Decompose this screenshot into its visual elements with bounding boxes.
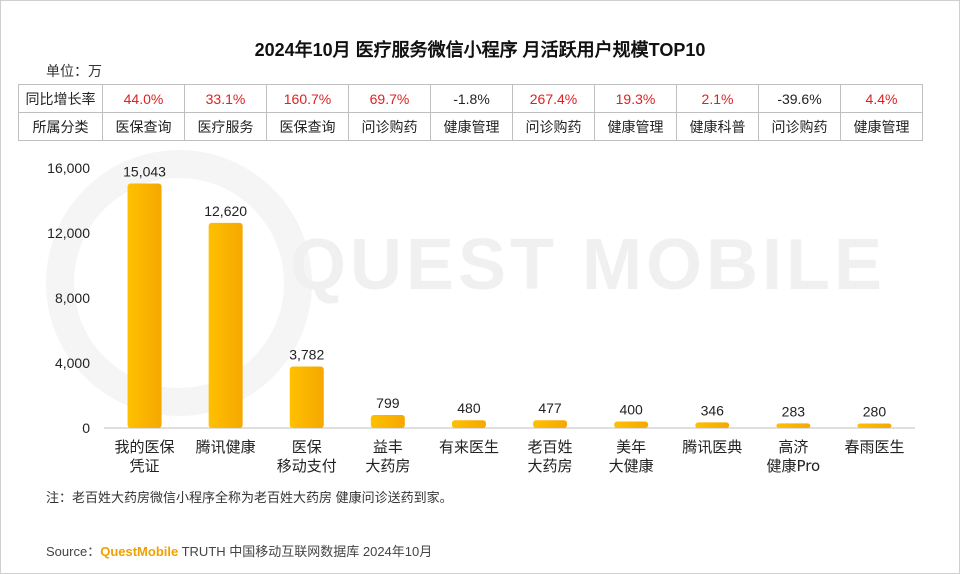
x-tick-label: 美年 [616,438,646,456]
x-tick-label: 益丰 [373,438,403,456]
growth-cell: 160.7% [266,84,349,113]
bar-value-label: 346 [701,402,725,418]
growth-cell: 2.1% [676,84,759,113]
source-brand: QuestMobile [100,544,179,559]
x-tick-label: 我的医保 [115,438,175,456]
y-tick-label: 0 [82,420,90,436]
x-tick-label: 大健康 [609,457,654,475]
bar-value-label: 12,620 [204,203,247,219]
bar-value-label: 15,043 [123,164,166,180]
y-tick-label: 4,000 [55,355,90,371]
growth-cell: 267.4% [512,84,595,113]
growth-cell: -39.6% [758,84,841,113]
watermark: QUEST MOBILE [290,225,887,305]
growth-cell: 44.0% [102,84,185,113]
y-tick-label: 8,000 [55,290,90,306]
unit-label: 单位：万 [46,63,102,79]
x-tick-label: 凭证 [130,457,160,475]
category-cell: 医疗服务 [184,112,267,141]
bar-value-label: 400 [619,402,643,418]
category-row-header: 所属分类 [18,112,103,141]
x-tick-label: 移动支付 [277,457,337,475]
growth-cell: 19.3% [594,84,677,113]
bar-value-label: 280 [863,403,887,419]
category-row: 所属分类 医保查询 医疗服务 医保查询 问诊购药 健康管理 问诊购药 健康管理 … [18,112,923,141]
source-text: TRUTH 中国移动互联网数据库 2024年10月 [178,544,433,559]
growth-cell: 4.4% [840,84,923,113]
source-label: Source： [46,544,101,559]
y-axis: 0 4,000 8,000 12,000 16,000 [47,160,90,436]
chart-title: 2024年10月 医疗服务微信小程序 月活跃用户规模TOP10 [254,40,706,60]
footnote: 注：老百姓大药房微信小程序全称为老百姓大药房 健康问诊送药到家。 [46,490,453,505]
bar-value-label: 283 [782,403,806,419]
y-tick-label: 12,000 [47,225,90,241]
growth-row: 同比增长率 44.0% 33.1% 160.7% 69.7% -1.8% 267… [18,84,923,113]
category-cell: 医保查询 [102,112,185,141]
category-cell: 医保查询 [266,112,349,141]
bar [533,420,568,428]
bar [614,421,649,428]
growth-cell: 69.7% [348,84,431,113]
bar [370,415,405,428]
x-tick-label: 大药房 [528,457,573,475]
x-tick-label: 高济 [778,438,808,456]
x-tick-label: 腾讯健康 [196,438,256,456]
y-tick-label: 16,000 [47,160,90,176]
growth-cell: 33.1% [184,84,267,113]
category-cell: 问诊购药 [348,112,431,141]
x-tick-label: 大药房 [365,457,410,475]
category-cell: 问诊购药 [758,112,841,141]
bar-value-label: 3,782 [289,347,324,363]
x-tick-label: 有来医生 [439,438,499,456]
bar-value-label: 477 [538,400,562,416]
bar [208,222,243,428]
bar [289,366,324,428]
x-tick-label: 腾讯医典 [682,438,742,456]
category-cell: 问诊购药 [512,112,595,141]
x-tick-label: 健康Pro [766,457,820,475]
growth-category-table: 同比增长率 44.0% 33.1% 160.7% 69.7% -1.8% 267… [18,84,923,141]
bar [695,422,730,428]
bar [127,183,162,428]
category-cell: 健康管理 [594,112,677,141]
category-cell: 健康科普 [676,112,759,141]
bar-value-label: 480 [457,400,481,416]
growth-cell: -1.8% [430,84,513,113]
category-cell: 健康管理 [430,112,513,141]
source-line: Source：QuestMobile TRUTH 中国移动互联网数据库 2024… [46,541,432,560]
bar [857,423,892,428]
x-tick-label: 春雨医生 [844,438,904,456]
bar [451,420,486,428]
growth-row-header: 同比增长率 [18,84,103,113]
x-tick-label: 老百姓 [528,438,573,456]
bars: 15,043 12,620 3,782 799 480 477 400 346 283 280 [123,164,892,428]
x-tick-label: 医保 [292,438,322,456]
bar [776,423,811,428]
bar-value-label: 799 [376,395,400,411]
category-cell: 健康管理 [840,112,923,141]
